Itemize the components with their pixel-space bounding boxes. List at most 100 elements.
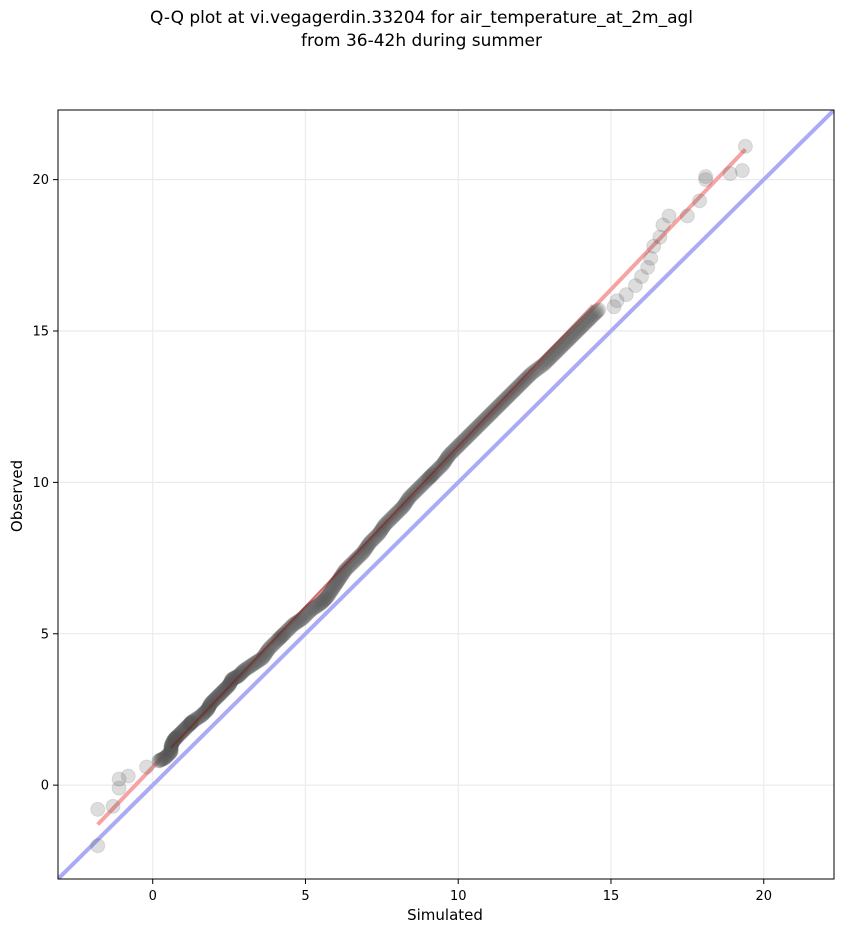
quantile-point	[465, 424, 481, 440]
quantile-point	[561, 332, 577, 348]
quantile-point	[551, 341, 567, 357]
quantile-point	[382, 512, 398, 528]
y-tick-label: 15	[32, 325, 49, 340]
quantile-point	[405, 486, 421, 502]
quantile-point	[182, 716, 198, 732]
x-axis-label: Simulated	[407, 906, 483, 924]
reference-lines	[58, 110, 834, 879]
quantile-point	[277, 624, 293, 640]
identity-line	[58, 110, 834, 879]
quantile-point	[337, 562, 353, 578]
quantile-points	[90, 138, 753, 854]
quantile-point	[522, 367, 538, 383]
quantile-point	[236, 662, 252, 678]
quantile-point	[444, 445, 460, 461]
quantile-point	[289, 614, 305, 630]
quantile-point	[449, 439, 465, 455]
quantile-point	[240, 660, 256, 676]
quantile-point	[186, 713, 202, 729]
quantile-point	[298, 607, 314, 623]
quantile-point	[538, 354, 554, 370]
quantile-point	[325, 580, 341, 596]
quantile-point	[544, 349, 560, 365]
quantile-point	[448, 441, 464, 457]
quantile-point	[475, 413, 491, 429]
quantile-point	[323, 583, 339, 599]
quantile-point	[204, 695, 220, 711]
quantile-point	[358, 540, 374, 556]
quantile-point	[280, 622, 296, 638]
quantile-point	[540, 352, 556, 368]
quantile-point	[217, 682, 233, 698]
quantile-point	[208, 690, 224, 706]
quantile-point	[256, 649, 272, 665]
quantile-point	[606, 299, 622, 315]
quantile-point	[90, 801, 106, 817]
quantile-point	[401, 490, 417, 506]
quantile-point	[313, 595, 329, 611]
quantile-point	[583, 310, 599, 326]
quantile-point	[487, 402, 503, 418]
quantile-point	[432, 459, 448, 475]
quantile-point	[270, 632, 286, 648]
quantile-point	[226, 670, 242, 686]
quantile-point	[545, 347, 561, 363]
quantile-point	[495, 394, 511, 410]
quantile-point	[195, 706, 211, 722]
quantile-point	[160, 746, 176, 762]
quantile-point	[139, 759, 155, 775]
quantile-point	[565, 328, 581, 344]
quantile-point	[201, 700, 217, 716]
quantile-point	[458, 430, 474, 446]
quantile-point	[536, 356, 552, 372]
quantile-point	[183, 715, 199, 731]
quantile-point	[507, 382, 523, 398]
x-tick-label: 15	[603, 889, 620, 904]
y-axis-label: Observed	[8, 460, 26, 532]
quantile-point	[335, 565, 351, 581]
quantile-point	[159, 748, 175, 764]
quantile-point	[309, 598, 325, 614]
quantile-point	[257, 646, 273, 662]
quantile-point	[256, 647, 272, 663]
quantile-point	[315, 593, 331, 609]
quantile-point	[252, 652, 268, 668]
quantile-point	[287, 616, 303, 632]
y-tick-label: 5	[41, 627, 49, 642]
quantile-point	[430, 461, 446, 477]
quantile-point	[181, 717, 197, 733]
quantile-point	[274, 627, 290, 643]
quantile-point	[175, 723, 191, 739]
quantile-point	[322, 584, 338, 600]
quantile-point	[395, 499, 411, 515]
quantile-point	[284, 618, 300, 634]
quantile-point	[383, 510, 399, 526]
quantile-point	[247, 655, 263, 671]
quantile-point	[314, 595, 330, 611]
quantile-point	[288, 615, 304, 631]
quantile-point	[559, 333, 575, 349]
fit-line-core	[170, 304, 594, 749]
quantile-point	[554, 338, 570, 354]
quantile-point	[336, 563, 352, 579]
quantile-point	[166, 733, 182, 749]
quantile-point	[555, 337, 571, 353]
quantile-point	[492, 397, 508, 413]
quantile-point	[537, 355, 553, 371]
quantile-point	[227, 670, 243, 686]
quantile-point	[490, 399, 506, 415]
quantile-point	[737, 138, 753, 154]
quantile-point	[497, 391, 513, 407]
quantile-point	[371, 526, 387, 542]
quantile-point	[316, 592, 332, 608]
quantile-point	[373, 523, 389, 539]
quantile-point	[661, 208, 677, 224]
quantile-point	[350, 549, 366, 565]
quantile-point	[228, 669, 244, 685]
quantile-point	[163, 738, 179, 754]
quantile-point	[562, 330, 578, 346]
quantile-point	[161, 746, 177, 762]
quantile-point	[349, 551, 365, 567]
quantile-point	[205, 694, 221, 710]
quantile-point	[534, 358, 550, 374]
